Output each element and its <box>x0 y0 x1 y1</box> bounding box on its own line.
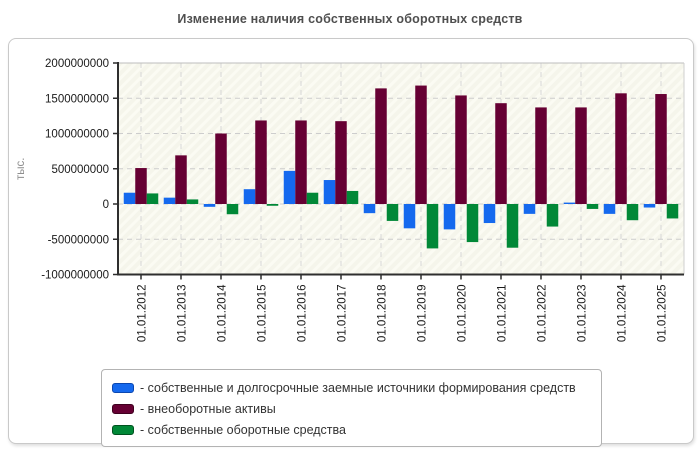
bar <box>335 121 347 204</box>
legend-swatch-blue-icon <box>112 382 134 393</box>
legend-swatch-green-icon <box>112 424 134 435</box>
bar <box>283 170 296 204</box>
x-tick-label: 01.01.2019 <box>417 285 429 343</box>
y-tick-label: -500000000 <box>48 234 109 246</box>
bar <box>575 107 587 204</box>
bar <box>375 88 387 204</box>
bar <box>443 204 456 230</box>
bar <box>146 193 159 204</box>
bar <box>295 120 307 204</box>
bar <box>643 204 656 208</box>
bar <box>586 204 599 209</box>
bar <box>603 204 616 214</box>
bar <box>386 204 399 221</box>
bar <box>226 204 239 215</box>
bar <box>506 204 519 248</box>
bar <box>186 199 199 204</box>
bar <box>255 120 267 204</box>
legend-item: - собственные оборотные средства <box>112 419 591 440</box>
chart-legend: - собственные и долгосрочные заемные ист… <box>101 369 602 447</box>
x-tick-label: 01.01.2021 <box>497 285 509 343</box>
x-tick-label: 01.01.2023 <box>577 285 589 343</box>
y-axis-unit-label: тыс. <box>15 158 27 180</box>
x-tick-label: 01.01.2016 <box>297 285 309 343</box>
x-tick-label: 01.01.2024 <box>617 284 629 342</box>
bar <box>563 202 576 204</box>
x-tick-label: 01.01.2013 <box>177 285 189 343</box>
bar <box>266 204 279 206</box>
y-tick-label: -1000000000 <box>41 270 109 282</box>
x-tick-label: 01.01.2012 <box>137 285 149 343</box>
bar <box>175 155 187 204</box>
bar <box>666 204 679 219</box>
bar <box>403 204 416 229</box>
bar <box>495 103 507 204</box>
bar <box>215 133 227 204</box>
bar <box>135 168 147 204</box>
legend-swatch-maroon-icon <box>112 403 134 414</box>
y-tick-label: 2000000000 <box>45 58 109 70</box>
bar <box>426 204 439 249</box>
bar <box>415 85 427 204</box>
legend-label: - собственные оборотные средства <box>140 422 346 437</box>
bar-chart: -1000000000 -500000000 0 500000000 100000000… <box>15 58 685 343</box>
bar <box>243 189 256 204</box>
x-tick-label: 01.01.2018 <box>377 285 389 343</box>
y-tick-label: 1500000000 <box>45 93 109 105</box>
bar <box>523 204 536 214</box>
bar <box>203 204 216 207</box>
x-tick-label: 01.01.2017 <box>337 285 349 343</box>
bar <box>306 192 319 204</box>
legend-item: - собственные и долгосрочные заемные ист… <box>112 377 591 398</box>
legend-label: - внеоборотные активы <box>140 401 276 416</box>
bar <box>363 204 376 214</box>
x-tick-label: 01.01.2015 <box>257 285 269 343</box>
bar <box>546 204 559 227</box>
bar <box>655 94 667 204</box>
bar <box>123 192 136 204</box>
x-tick-label: 01.01.2025 <box>657 285 669 343</box>
bar <box>535 107 547 204</box>
legend-label: - собственные и долгосрочные заемные ист… <box>140 380 576 395</box>
x-tick-label: 01.01.2014 <box>217 284 229 342</box>
y-tick-label: 0 <box>103 199 109 211</box>
bar <box>346 190 359 204</box>
bar <box>615 93 627 204</box>
x-tick-label: 01.01.2020 <box>457 285 469 343</box>
x-tick-label: 01.01.2022 <box>537 285 549 343</box>
legend-item: - внеоборотные активы <box>112 398 591 419</box>
chart-panel: -1000000000 -500000000 0 500000000 100000000… <box>8 38 694 447</box>
bar <box>483 204 496 224</box>
page-title: Изменение наличия собственных оборотных … <box>177 12 523 26</box>
bar <box>323 180 336 204</box>
y-tick-label: 1000000000 <box>45 129 109 141</box>
y-tick-label: 500000000 <box>51 164 109 176</box>
bar <box>455 95 467 204</box>
bar <box>466 204 479 243</box>
bar <box>163 197 176 204</box>
bar <box>626 204 639 221</box>
